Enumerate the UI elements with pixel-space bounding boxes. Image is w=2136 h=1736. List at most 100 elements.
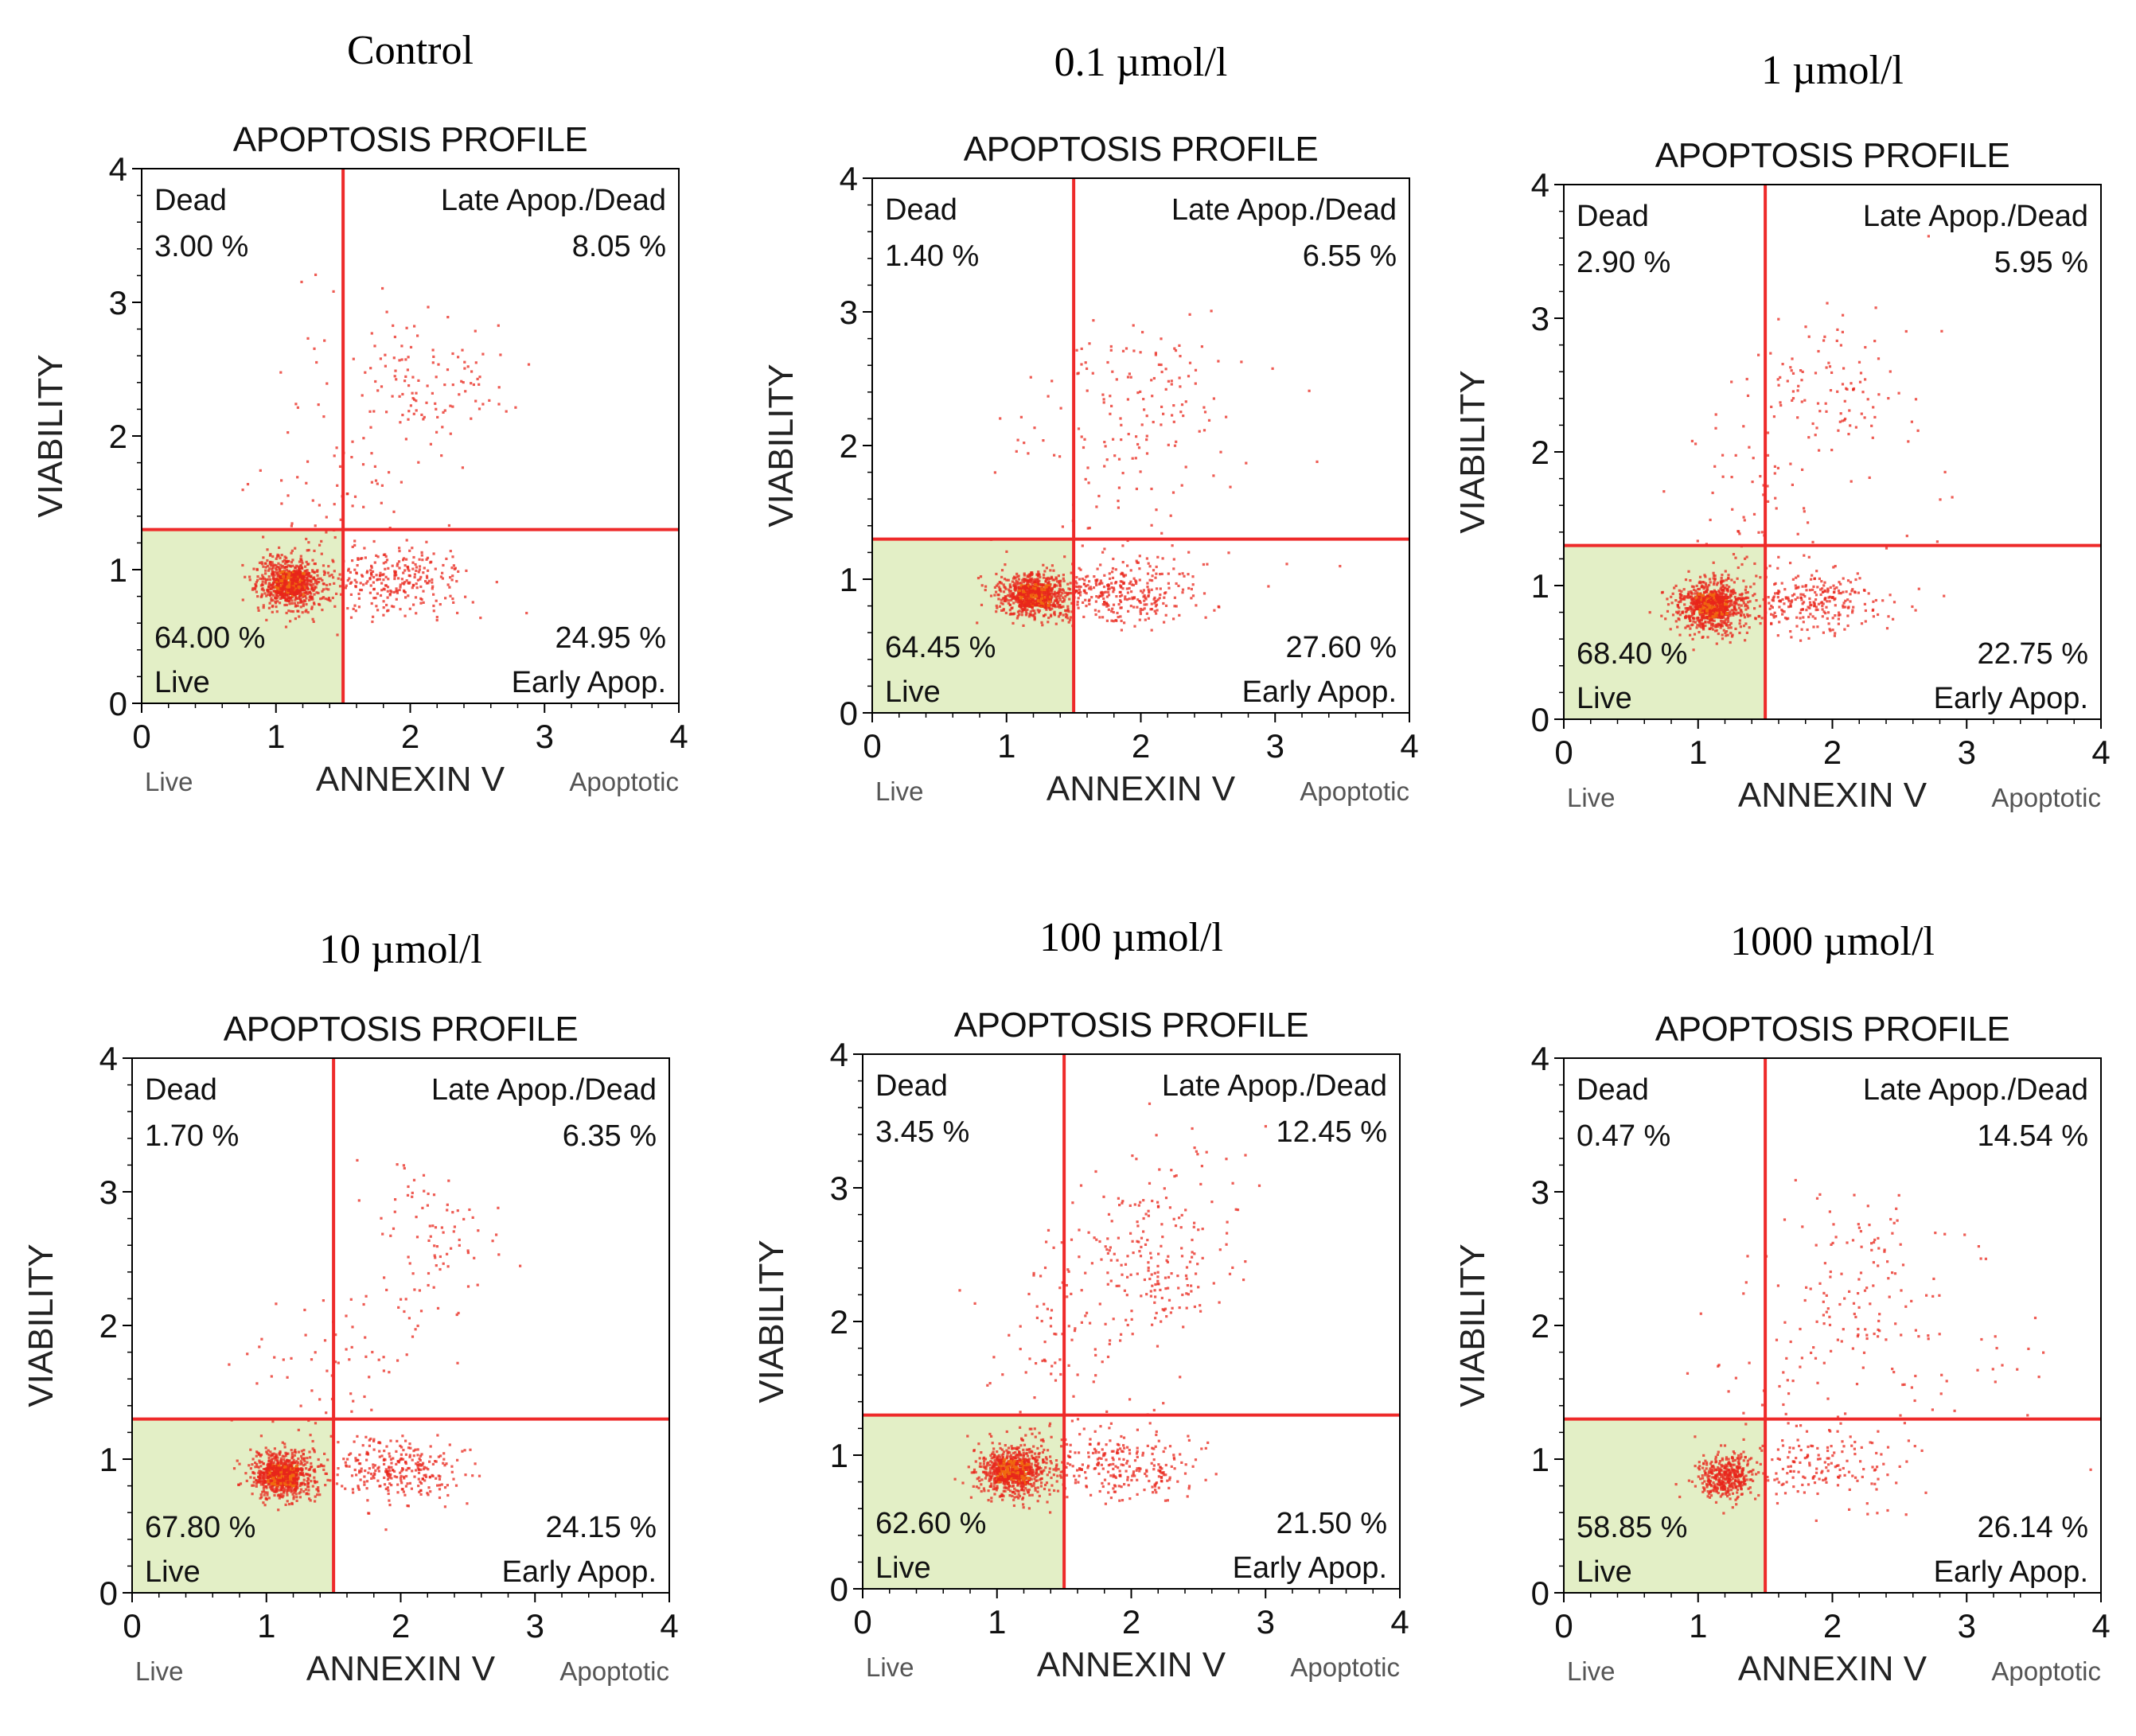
scatter-point	[388, 1472, 391, 1475]
scatter-point	[473, 1256, 476, 1259]
scatter-point	[1042, 583, 1046, 587]
scatter-point	[308, 1473, 311, 1477]
scatter-point	[1036, 1490, 1039, 1493]
scatter-point	[1834, 632, 1837, 635]
scatter-point	[383, 1462, 386, 1465]
scatter-point	[255, 1462, 259, 1465]
scatter-point	[1877, 393, 1881, 396]
scatter-point	[427, 1486, 431, 1489]
scatter-point	[1701, 594, 1705, 597]
scatter-point	[1689, 627, 1692, 630]
scatter-point	[1841, 330, 1844, 333]
scatter-point	[1129, 569, 1132, 572]
scatter-point	[388, 1371, 391, 1374]
scatter-point	[416, 1448, 419, 1451]
scatter-point	[300, 558, 303, 561]
scatter-point	[1725, 622, 1728, 625]
scatter-point	[1035, 578, 1038, 582]
scatter-point	[379, 571, 382, 574]
scatter-point	[1033, 426, 1036, 430]
scatter-point	[314, 1422, 318, 1425]
scatter-point	[262, 1489, 266, 1493]
scatter-point	[396, 1163, 399, 1166]
scatter-point	[1049, 577, 1052, 580]
scatter-point	[428, 1475, 432, 1478]
scatter-point	[275, 582, 279, 586]
scatter-point	[1888, 370, 1892, 373]
scatter-point	[1136, 391, 1140, 395]
scatter-point	[1173, 596, 1176, 599]
scatter-point	[1140, 423, 1144, 426]
scatter-point	[306, 580, 309, 583]
scatter-point	[1138, 578, 1141, 582]
scatter-point	[466, 365, 470, 368]
scatter-point	[1796, 596, 1799, 599]
live-quadrant-shade	[872, 539, 1074, 713]
scatter-point	[1724, 605, 1728, 609]
scatter-point	[283, 579, 287, 583]
scatter-point	[435, 616, 439, 619]
scatter-point	[1705, 609, 1709, 613]
scatter-point	[1678, 589, 1681, 592]
x-tick-label: 3	[1958, 734, 1976, 771]
scatter-point	[300, 1473, 303, 1477]
scatter-point	[357, 592, 361, 595]
scatter-point	[418, 1289, 421, 1292]
scatter-point	[1697, 588, 1700, 591]
scatter-point	[1685, 596, 1688, 599]
scatter-point	[268, 1474, 272, 1478]
scatter-point	[1160, 405, 1163, 408]
scatter-point	[1738, 622, 1741, 625]
scatter-point	[252, 1477, 256, 1480]
scatter-point	[1697, 587, 1701, 590]
scatter-point	[262, 1481, 265, 1485]
scatter-point	[1155, 572, 1158, 575]
y-tick-label: 4	[1531, 166, 1549, 204]
scatter-point	[283, 1465, 287, 1469]
scatter-points	[976, 309, 1342, 632]
scatter-point	[439, 1475, 442, 1478]
scatter-point	[462, 381, 465, 384]
scatter-point	[1694, 596, 1698, 600]
scatter-point	[372, 410, 376, 413]
scatter-point	[306, 1473, 310, 1476]
scatter-point	[395, 597, 398, 601]
scatter-point	[1112, 603, 1116, 606]
scatter-point	[1753, 607, 1756, 610]
scatter-point	[378, 1450, 381, 1453]
scatter-point	[309, 583, 312, 586]
scatter-point	[1047, 586, 1051, 590]
scatter-point	[1669, 628, 1672, 631]
scatter-point	[279, 1493, 283, 1496]
scatter-point	[298, 570, 302, 574]
scatter-point	[443, 1464, 446, 1467]
scatter-point	[257, 1475, 260, 1478]
scatter-point	[317, 577, 320, 580]
scatter-point	[1126, 398, 1129, 401]
scatter-point	[1824, 612, 1827, 615]
scatter-point	[1846, 598, 1850, 601]
scatter-point	[269, 1450, 272, 1454]
scatter-point	[400, 1469, 403, 1473]
scatter-point	[440, 1226, 443, 1229]
scatter-point	[306, 1461, 309, 1464]
scatter-point	[256, 1480, 259, 1484]
scatter-point	[311, 499, 314, 502]
scatter-point	[1160, 572, 1163, 575]
scatter-point	[277, 594, 280, 597]
scatter-point	[1141, 591, 1144, 594]
scatter-point	[404, 1453, 407, 1456]
scatter-point	[290, 595, 294, 599]
scatter-point	[311, 569, 314, 572]
scatter-point	[251, 586, 255, 590]
scatter-point	[393, 335, 396, 339]
scatter-point	[1119, 580, 1122, 583]
scatter-points	[953, 1102, 1267, 1514]
scatter-point	[401, 582, 404, 585]
scatter-point	[244, 1472, 248, 1475]
scatter-point	[325, 1411, 328, 1415]
scatter-point	[1077, 606, 1080, 609]
scatter-point	[283, 1471, 286, 1475]
scatter-point	[1070, 616, 1073, 619]
